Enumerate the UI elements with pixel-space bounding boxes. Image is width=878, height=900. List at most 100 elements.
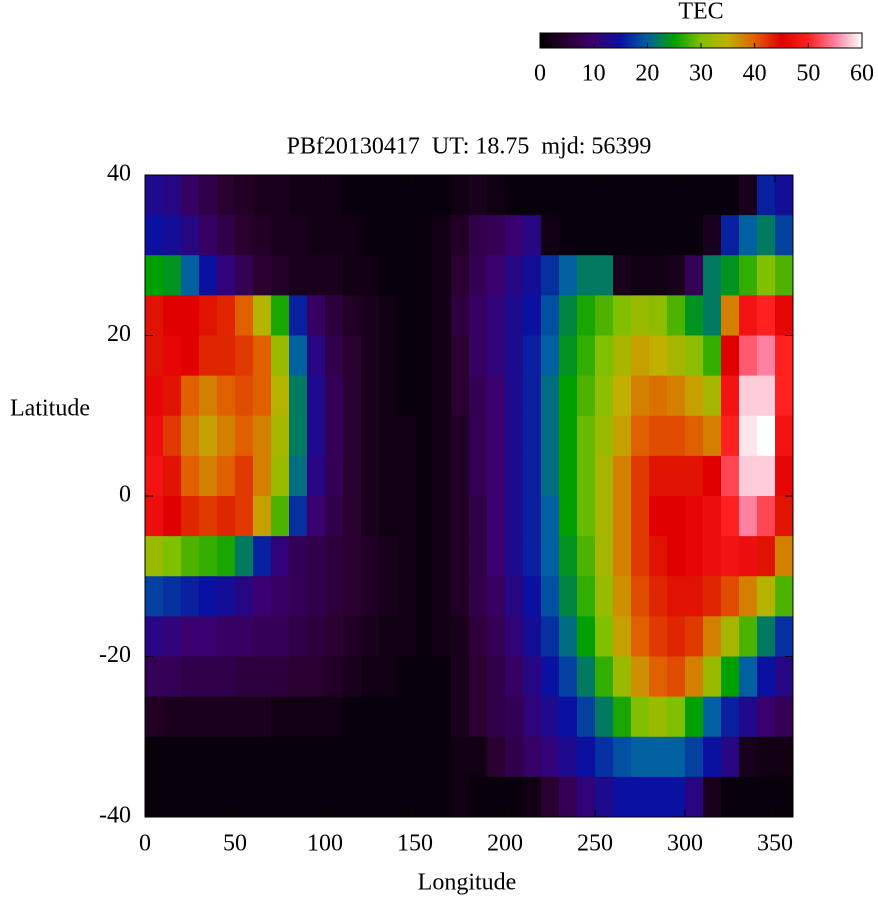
heatmap-cell xyxy=(397,255,416,296)
heatmap-cell xyxy=(343,736,362,778)
heatmap-cell xyxy=(703,175,722,216)
heatmap-cell xyxy=(145,175,164,216)
heatmap-cell xyxy=(559,496,578,537)
heatmap-cell xyxy=(649,375,668,417)
heatmap-cell xyxy=(523,335,542,377)
heatmap-cell xyxy=(775,576,794,617)
heatmap-cell xyxy=(739,696,758,738)
heatmap-cell xyxy=(271,696,290,738)
heatmap-cell xyxy=(451,776,470,818)
heatmap-cell xyxy=(577,696,596,738)
heatmap-cell xyxy=(361,295,380,336)
heatmap-cell xyxy=(325,736,344,778)
heatmap-cell xyxy=(721,696,740,738)
heatmap-cell xyxy=(289,656,308,698)
x-axis-label: Longitude xyxy=(418,870,517,896)
heatmap-cell xyxy=(469,536,488,577)
heatmap-cell xyxy=(577,536,596,577)
heatmap-cell xyxy=(721,656,740,698)
heatmap-cell xyxy=(325,696,344,738)
heatmap-cell xyxy=(199,536,218,577)
heatmap-cell xyxy=(613,776,632,818)
heatmap-cell xyxy=(361,375,380,417)
heatmap-cell xyxy=(343,496,362,537)
heatmap-cell xyxy=(775,295,794,336)
heatmap-cell xyxy=(271,576,290,617)
heatmap-cell xyxy=(487,776,506,818)
heatmap-cell xyxy=(667,616,686,657)
y-tick-label: -40 xyxy=(99,803,131,829)
heatmap-cell xyxy=(235,375,254,417)
heatmap-cell xyxy=(307,496,326,537)
heatmap-cell xyxy=(253,175,272,216)
heatmap-cell xyxy=(271,255,290,296)
heatmap-cell xyxy=(325,496,344,537)
heatmap-cell xyxy=(181,496,200,537)
heatmap-cell xyxy=(415,255,434,296)
heatmap-cell xyxy=(235,415,254,457)
heatmap-cell xyxy=(757,455,776,497)
heatmap-cell xyxy=(145,576,164,617)
heatmap-cell xyxy=(343,536,362,577)
heatmap-cell xyxy=(217,415,236,457)
heatmap-cell xyxy=(451,576,470,617)
heatmap-cell xyxy=(199,455,218,497)
heatmap-cell xyxy=(199,616,218,657)
heatmap-cell xyxy=(505,295,524,336)
heatmap-cell xyxy=(757,335,776,377)
heatmap-cell xyxy=(217,255,236,296)
heatmap-cell xyxy=(541,255,560,296)
x-tick-label: 50 xyxy=(223,831,247,857)
heatmap-cell xyxy=(289,375,308,417)
heatmap-cell xyxy=(775,696,794,738)
heatmap-cell xyxy=(631,696,650,738)
heatmap-cell xyxy=(361,576,380,617)
heatmap-cell xyxy=(721,175,740,216)
heatmap-cell xyxy=(325,295,344,336)
heatmap-cell xyxy=(631,616,650,657)
heatmap-cell xyxy=(325,415,344,457)
heatmap-cell xyxy=(721,335,740,377)
heatmap-cell xyxy=(613,736,632,778)
heatmap-cell xyxy=(217,496,236,537)
heatmap-cell xyxy=(289,736,308,778)
heatmap-cell xyxy=(487,375,506,417)
heatmap-cell xyxy=(667,215,686,256)
heatmap-cell xyxy=(757,255,776,296)
heatmap-cell xyxy=(397,175,416,216)
heatmap-cell xyxy=(649,175,668,216)
heatmap-cell xyxy=(505,496,524,537)
heatmap-cell xyxy=(325,375,344,417)
heatmap-cell xyxy=(757,656,776,698)
heatmap-cell xyxy=(595,375,614,417)
heatmap-cell xyxy=(271,295,290,336)
heatmap-cell xyxy=(397,295,416,336)
heatmap-cell xyxy=(613,255,632,296)
heatmap-cell xyxy=(433,736,452,778)
heatmap-cell xyxy=(631,215,650,256)
heatmap-cell xyxy=(397,656,416,698)
heatmap-cell xyxy=(397,415,416,457)
heatmap-cell xyxy=(523,415,542,457)
heatmap-cell xyxy=(343,776,362,818)
heatmap-cell xyxy=(721,776,740,818)
heatmap-cell xyxy=(541,175,560,216)
heatmap-cell xyxy=(757,536,776,577)
heatmap-cell xyxy=(451,375,470,417)
heatmap-cell xyxy=(379,255,398,296)
heatmap-cell xyxy=(613,175,632,216)
x-tick-label: 250 xyxy=(577,831,613,857)
heatmap-cell xyxy=(523,215,542,256)
heatmap-cell xyxy=(559,696,578,738)
heatmap-cell xyxy=(523,255,542,296)
heatmap-cell xyxy=(649,656,668,698)
heatmap-cell xyxy=(451,496,470,537)
heatmap-cell xyxy=(379,335,398,377)
heatmap-cell xyxy=(469,375,488,417)
heatmap-cell xyxy=(415,536,434,577)
heatmap-cell xyxy=(433,375,452,417)
heatmap-cell xyxy=(361,696,380,738)
colorbar-tick-label: 30 xyxy=(689,61,713,87)
heatmap-cell xyxy=(325,616,344,657)
heatmap-cell xyxy=(685,335,704,377)
